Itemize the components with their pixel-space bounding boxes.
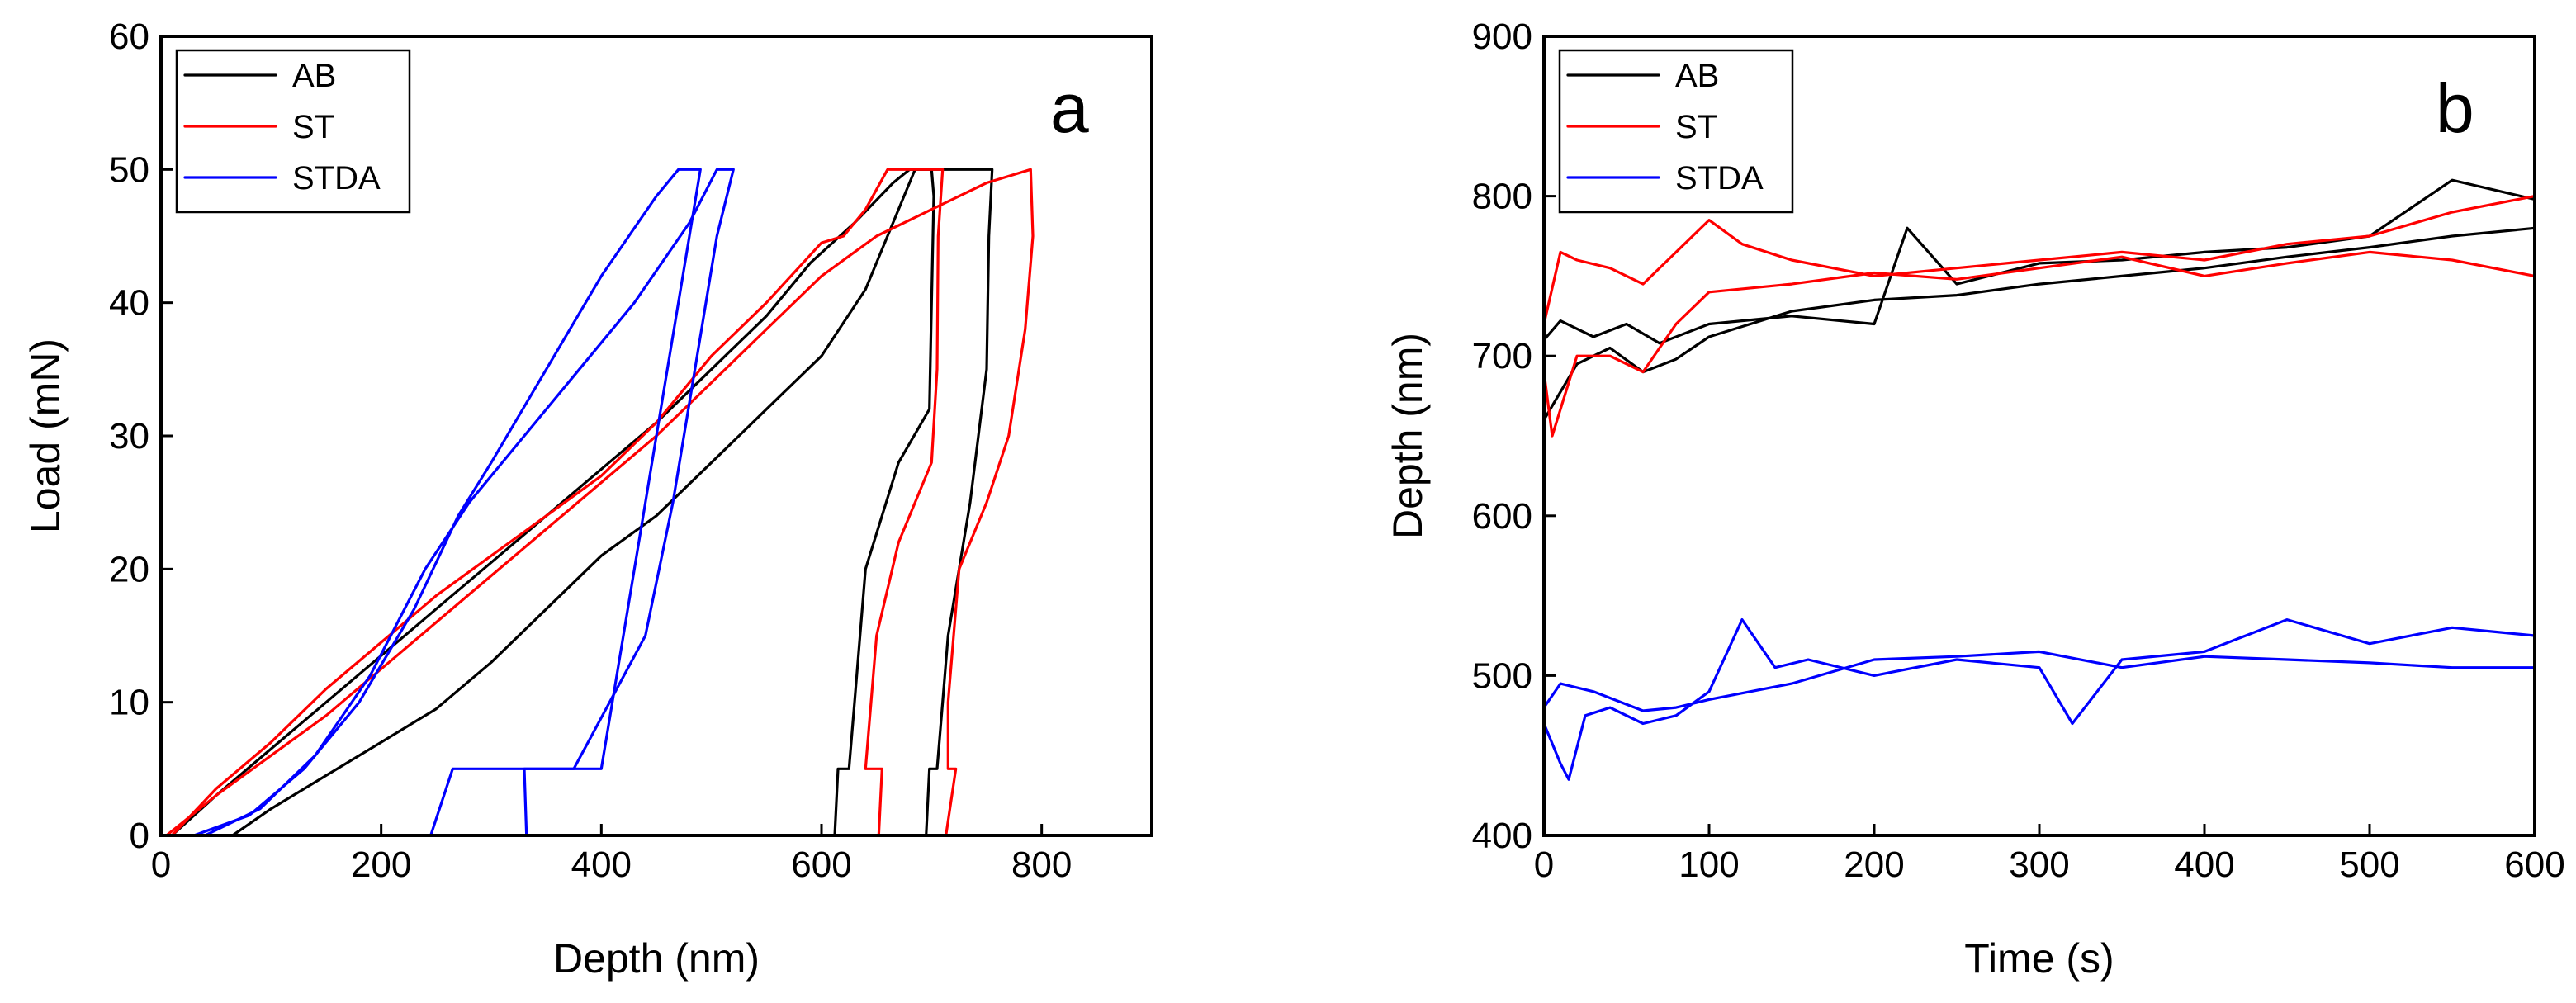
series-st-line-a-3 (165, 168, 1035, 837)
y-tick-label-a-4: 40 (109, 283, 149, 324)
series-st-line-b-3 (1542, 250, 2536, 438)
legend-label-st-b: ST (1675, 109, 1717, 145)
series-stda-line-b-5 (1542, 650, 2536, 712)
panel-label-a: a (1050, 69, 1089, 147)
series-layer-b (1542, 178, 2536, 781)
y-tick-label-b-5: 900 (1472, 17, 1532, 57)
series-stda-line-b-4 (1542, 618, 2536, 781)
series-layer-a (165, 168, 1035, 837)
x-tick-label-a-2: 400 (571, 845, 632, 885)
legend-box-b (1558, 49, 1794, 214)
y-tick-label-b-3: 700 (1472, 336, 1532, 376)
y-axis-label-b: Depth (nm) (1385, 333, 1431, 539)
y-tick-label-a-0: 0 (130, 816, 149, 856)
x-tick-label-b-3: 300 (2009, 845, 2069, 885)
x-tick-label-b-5: 500 (2339, 845, 2399, 885)
legend-label-ab-a: AB (292, 58, 336, 94)
x-tick-label-b-2: 200 (1844, 845, 1904, 885)
y-tick-label-a-6: 60 (109, 17, 149, 57)
legend-label-stda-b: STDA (1675, 160, 1764, 196)
x-tick-label-b-1: 100 (1679, 845, 1739, 885)
series-ab-line-b-0 (1542, 226, 2536, 422)
y-tick-label-a-1: 10 (109, 683, 149, 723)
ticks-b: 0 100 200 300 400 500 600 400 500 600 700 800 900 (1472, 17, 2565, 885)
series-ab-line-b-1 (1542, 178, 2536, 345)
series-stda-line-a-5 (203, 168, 735, 837)
y-tick-label-b-0: 400 (1472, 816, 1532, 856)
legend-a: AB ST STDA (175, 49, 411, 214)
series-ab-line-a-0 (231, 168, 935, 837)
x-axis-label-a: Depth (nm) (553, 935, 760, 982)
legend-b: AB ST STDA (1558, 49, 1794, 214)
legend-box-a (175, 49, 411, 214)
legend-label-ab-b: AB (1675, 58, 1719, 94)
series-st-line-b-2 (1542, 195, 2536, 326)
legend-label-stda-a: STDA (292, 160, 381, 196)
x-tick-label-b-4: 400 (2174, 845, 2234, 885)
chart-panel-b: 0 100 200 300 400 500 600 400 500 600 700 800 900 Ti… (1385, 17, 2565, 982)
y-tick-label-a-3: 30 (109, 416, 149, 457)
y-tick-label-b-1: 500 (1472, 655, 1532, 696)
y-axis-label-a: Load (mN) (22, 338, 69, 533)
y-tick-label-a-2: 20 (109, 549, 149, 589)
chart-panel-a: 0 200 400 600 800 0 10 20 30 40 50 60 Depth (nm) Lo… (22, 17, 1153, 982)
legend-label-st-a: ST (292, 109, 334, 145)
x-tick-label-a-1: 200 (351, 845, 411, 885)
ticks-a: 0 200 400 600 800 0 10 20 30 40 50 60 (109, 17, 1072, 885)
series-stda-line-a-4 (192, 168, 702, 837)
x-axis-label-b: Time (s) (1964, 935, 2114, 982)
y-tick-label-b-2: 600 (1472, 496, 1532, 537)
x-tick-label-a-0: 0 (151, 845, 171, 885)
y-tick-label-b-4: 800 (1472, 177, 1532, 217)
y-tick-label-a-5: 50 (109, 149, 149, 190)
x-tick-label-b-0: 0 (1534, 845, 1554, 885)
x-tick-label-b-6: 600 (2504, 845, 2564, 885)
x-tick-label-a-3: 600 (791, 845, 851, 885)
panel-label-b: b (2436, 69, 2474, 147)
x-tick-label-a-4: 800 (1011, 845, 1072, 885)
